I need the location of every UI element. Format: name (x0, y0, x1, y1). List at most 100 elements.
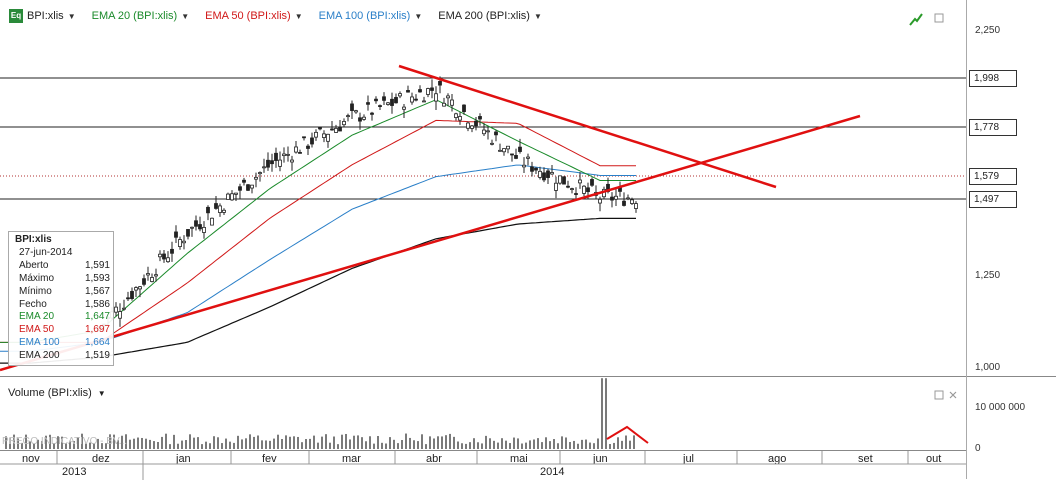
candle-body (314, 131, 318, 138)
candle-body (294, 146, 298, 153)
candle-body (322, 133, 326, 138)
info-title: BPI:xlis (15, 234, 52, 245)
trendline-resistance[interactable] (398, 64, 777, 189)
dropdown-arrow-icon[interactable]: ▼ (97, 388, 106, 398)
candle-body (398, 93, 402, 97)
dropdown-arrow-icon[interactable]: ▼ (533, 11, 542, 21)
info-row-label: EMA 100 (19, 337, 60, 349)
price-panel[interactable] (0, 0, 966, 372)
legend-item-ema200[interactable]: EMA 200 (BPI:xlis) ▼ (438, 10, 542, 22)
candle-body (570, 188, 574, 190)
candle-body (454, 113, 458, 118)
candle-body (274, 152, 278, 161)
trend-icon[interactable] (909, 12, 923, 26)
candle-body (406, 90, 410, 93)
price-box-1579: 1,579 (969, 168, 1017, 185)
info-date: 27-jun-2014 (19, 246, 73, 258)
candle-body (426, 88, 430, 95)
candle-body (182, 240, 186, 244)
candle-body (374, 98, 378, 102)
info-row-value: 1,519 (84, 350, 110, 362)
candle-body (146, 273, 150, 276)
legend-item-ema20[interactable]: EMA 20 (BPI:xlis) ▼ (91, 10, 190, 22)
info-row-value: 1,586 (84, 298, 110, 310)
month-dez: dez (92, 453, 110, 465)
candle-body (326, 133, 330, 142)
candle-body (526, 156, 530, 159)
price-box-1778: 1,778 (969, 119, 1017, 136)
candle-body (238, 186, 242, 191)
candle-body (250, 184, 254, 189)
dropdown-arrow-icon[interactable]: ▼ (67, 11, 76, 21)
price-chart[interactable] (0, 0, 966, 372)
candle-body (114, 306, 118, 313)
legend-item-price[interactable]: BPI:xlis ▼ (27, 10, 76, 22)
candle-body (566, 185, 570, 188)
tick-1250: 1,250 (975, 270, 1001, 281)
candle-body (234, 192, 238, 195)
candle-body (586, 187, 590, 193)
info-row-label: Máximo (19, 272, 55, 284)
time-axis[interactable]: nov dez jan fev mar abr mai jun jul ago … (0, 450, 966, 480)
info-row-value: 1,664 (84, 337, 110, 349)
trendline-support[interactable] (0, 114, 861, 372)
dropdown-arrow-icon[interactable]: ▼ (414, 11, 423, 21)
ohlc-info-box: BPI:xlis 27-jun-2014 Aberto 1,591 Máximo 1,… (8, 231, 114, 367)
candle-body (198, 224, 202, 230)
candle-body (478, 116, 482, 120)
candle-body (178, 239, 182, 247)
month-jul: jul (683, 453, 695, 465)
candle-body (306, 145, 310, 149)
volume-bars (5, 378, 635, 449)
dropdown-arrow-icon[interactable]: ▼ (294, 11, 303, 21)
candle-body (266, 159, 270, 168)
candle-body (446, 95, 450, 99)
candle-body (362, 116, 366, 120)
candle-body (338, 127, 342, 132)
candle-body (550, 172, 554, 175)
legend-item-ema100[interactable]: EMA 100 (BPI:xlis) ▼ (318, 10, 423, 22)
legend-item-ema50[interactable]: EMA 50 (BPI:xlis) ▼ (205, 10, 303, 22)
axis-separator (967, 376, 1056, 377)
candle-body (162, 253, 166, 260)
candle-body (414, 98, 418, 101)
info-row-label: EMA 20 (19, 311, 55, 323)
candle-body (462, 104, 466, 112)
candle-body (510, 153, 514, 156)
candle-body (282, 153, 286, 157)
restore-icon[interactable] (934, 390, 944, 400)
candle-body (402, 106, 406, 110)
equity-icon[interactable]: Eq (9, 9, 23, 23)
candle-body (518, 146, 522, 152)
candle-body (258, 172, 262, 175)
candle-body (610, 196, 614, 201)
candle-body (278, 159, 282, 167)
candle-body (370, 112, 374, 115)
price-axis[interactable]: 2,250 1,250 1,000 1,998 1,778 1,579 1,49… (966, 0, 1056, 479)
month-fev: fev (262, 453, 277, 465)
candle-body (138, 286, 142, 290)
candle-body (126, 297, 130, 300)
price-box-1998: 1,998 (969, 70, 1017, 87)
candle-body (386, 102, 390, 105)
maximize-icon[interactable] (933, 12, 945, 24)
candle-body (466, 122, 470, 129)
candle-body (430, 87, 434, 91)
watermark: PREGO INDICATIVO - BV... (2, 436, 128, 447)
candle-body (614, 195, 618, 200)
candle-body (334, 127, 338, 133)
info-row-label: Aberto (19, 259, 49, 271)
candle-body (130, 291, 134, 300)
candle-body (558, 175, 562, 184)
info-row: Aberto 1,591 (15, 260, 110, 273)
volume-chart[interactable] (0, 377, 966, 451)
candle-body (118, 311, 122, 319)
dropdown-arrow-icon[interactable]: ▼ (181, 11, 190, 21)
close-icon[interactable] (948, 390, 958, 400)
candle-body (194, 220, 198, 227)
volume-annotation (606, 425, 649, 444)
candle-body (506, 145, 510, 150)
volume-panel[interactable] (0, 376, 966, 451)
volume-legend[interactable]: Volume (BPI:xlis) ▼ (8, 387, 106, 399)
candle-body (514, 155, 518, 159)
